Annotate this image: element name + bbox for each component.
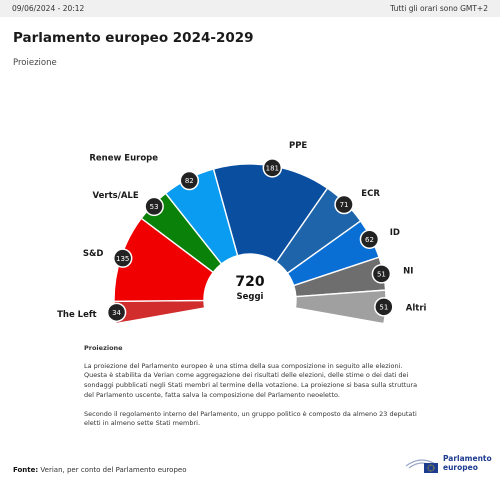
party-label-altri: Altri — [406, 304, 427, 314]
seat-count-altri: 51 — [379, 303, 388, 311]
total-seats-label: Seggi — [237, 292, 264, 302]
page-title: Parlamento europeo 2024-2029 — [13, 30, 254, 46]
party-label-the-left: The Left — [57, 310, 97, 320]
seat-badge-circle — [374, 297, 394, 317]
seat-badge-ecr: 71 — [334, 194, 354, 215]
seat-count-verts-ale: 53 — [150, 203, 159, 211]
seat-badge-circle — [106, 302, 127, 323]
seat-badge-altri: 51 — [374, 297, 394, 317]
seat-segment-ppe — [212, 163, 329, 264]
seat-badge-circle — [359, 229, 380, 250]
seat-count-ecr: 71 — [340, 201, 349, 209]
seat-segment-the-left — [113, 299, 206, 325]
timezone-note: Tutti gli orari sono GMT+2 — [390, 4, 488, 13]
party-label-id: ID — [390, 228, 400, 238]
seat-badge-ni: 51 — [371, 264, 392, 284]
seat-segment-altri — [294, 289, 387, 325]
seat-count-id: 62 — [365, 236, 374, 244]
seat-badge-the-left: 34 — [106, 302, 127, 323]
seat-badge-circle — [334, 194, 354, 215]
seat-badge-renew-europe: 82 — [179, 170, 200, 191]
source-text: Verian, per conto del Parlamento europeo — [40, 466, 187, 474]
source-line: Fonte: Verian, per conto del Parlamento … — [13, 466, 186, 474]
page-subtitle: Proiezione — [13, 58, 57, 68]
seat-badge-circle — [371, 264, 392, 284]
party-label-renew-europe: Renew Europe — [89, 153, 158, 163]
seat-badge-circle — [179, 170, 200, 191]
seat-badge-circle — [144, 196, 164, 217]
seat-badge-s-d: 135 — [112, 248, 133, 268]
parliament-chart: 34 The Left 135 S&D 53 Verts/ALE 82 Renew Europ… — [57, 141, 427, 325]
top-bar: 09/06/2024 - 20:12 Tutti gli orari sono … — [0, 0, 500, 17]
seat-count-ni: 51 — [377, 270, 386, 278]
projection-note: Proiezione La proiezione del Parlamento … — [84, 344, 424, 438]
party-label-ni: NI — [403, 267, 413, 277]
party-label-verts-ale: Verts/ALE — [93, 191, 139, 201]
seat-badge-id: 62 — [359, 229, 380, 250]
note-paragraph-2: Secondo il regolamento interno del Parla… — [84, 409, 417, 428]
seat-badge-verts-ale: 53 — [144, 196, 164, 217]
party-label-ecr: ECR — [361, 189, 380, 199]
seat-badge-circle — [112, 248, 133, 268]
parliament-logo: Parlamento europeo — [404, 452, 494, 474]
note-title: Proiezione — [84, 344, 123, 352]
party-label-ppe: PPE — [289, 141, 307, 151]
seat-count-s-d: 135 — [116, 255, 129, 263]
parliament-logo-icon — [405, 459, 439, 473]
seat-count-ppe: 181 — [266, 164, 279, 172]
seat-count-renew-europe: 82 — [185, 177, 194, 185]
note-paragraph-1: La proiezione del Parlamento europeo è u… — [84, 361, 418, 399]
logo-line-1: Parlamento — [443, 454, 492, 463]
logo-line-2: europeo — [443, 463, 478, 472]
source-label: Fonte: — [13, 466, 39, 474]
total-seats: 720 — [235, 274, 264, 290]
seat-count-the-left: 34 — [112, 309, 121, 317]
seat-badge-circle — [262, 158, 283, 178]
datetime: 09/06/2024 - 20:12 — [12, 4, 85, 13]
party-label-s-d: S&D — [83, 249, 104, 259]
seat-badge-ppe: 181 — [262, 158, 283, 178]
